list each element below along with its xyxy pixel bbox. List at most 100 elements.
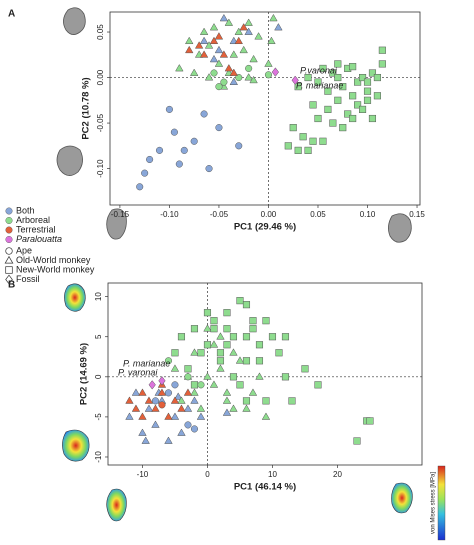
panel-label: A [8, 9, 15, 20]
x-tick-label: 0.00 [261, 210, 277, 219]
point [304, 73, 312, 82]
x-tick-label: 0.15 [409, 210, 425, 219]
point [319, 64, 327, 72]
point [210, 317, 218, 325]
point [224, 63, 234, 72]
point [171, 349, 179, 357]
point [349, 63, 357, 71]
point [131, 388, 141, 396]
point [354, 78, 362, 86]
point [170, 412, 180, 420]
point [249, 325, 257, 333]
point [239, 45, 248, 54]
point [349, 92, 357, 100]
point [214, 59, 224, 67]
point [215, 124, 223, 132]
point [236, 381, 244, 389]
point [244, 18, 253, 26]
point [304, 146, 312, 154]
legend-swatch [5, 226, 13, 234]
y-tick-label: 0.05 [96, 24, 105, 40]
point [267, 36, 276, 45]
point [223, 341, 231, 349]
point [281, 373, 290, 381]
point [203, 324, 212, 332]
point [158, 376, 166, 386]
legend-label: Paralouatta [16, 234, 62, 244]
point [242, 301, 251, 309]
point [359, 73, 367, 82]
point [269, 13, 278, 22]
point [190, 381, 199, 389]
point [294, 83, 302, 91]
point [223, 325, 231, 333]
point [197, 381, 205, 389]
point [373, 73, 381, 82]
point [271, 67, 280, 77]
point [171, 381, 179, 389]
point [204, 73, 214, 81]
point [234, 27, 243, 35]
point [255, 341, 264, 349]
point [184, 421, 192, 429]
y-tick-label: -5 [94, 413, 103, 421]
point [294, 146, 302, 154]
point [223, 309, 231, 317]
point [329, 69, 337, 77]
x-tick-label: 10 [268, 470, 277, 479]
legend-swatch [5, 207, 13, 215]
point [255, 372, 264, 380]
point [209, 380, 219, 388]
point [204, 41, 214, 49]
point [288, 397, 296, 405]
point [185, 36, 194, 45]
point [190, 388, 199, 396]
point [366, 417, 374, 425]
point [158, 401, 166, 409]
point [274, 23, 283, 31]
y-axis-label: PC2 (14.69 %) [79, 343, 90, 405]
point [281, 333, 290, 341]
point [359, 105, 367, 113]
legend-label: Arboreal [16, 215, 50, 225]
point [209, 36, 219, 45]
point [353, 437, 361, 445]
point [214, 32, 224, 40]
point [339, 83, 347, 91]
point [199, 36, 209, 45]
point [378, 60, 386, 68]
point [165, 105, 173, 113]
legend-label: Fossil [16, 274, 40, 284]
point [138, 412, 147, 420]
point [220, 78, 228, 86]
point [229, 333, 238, 341]
legend-label: Both [16, 205, 35, 215]
point [329, 119, 337, 127]
point [183, 388, 193, 396]
point [275, 349, 283, 357]
point [334, 73, 342, 82]
legend-label: Terrestrial [16, 224, 56, 234]
annotation: P. marianae [123, 358, 170, 368]
point [177, 428, 186, 436]
point [219, 50, 229, 58]
point [190, 396, 199, 404]
point [235, 356, 245, 364]
point [164, 357, 173, 365]
point [175, 160, 183, 168]
point [242, 333, 251, 341]
point [180, 146, 188, 154]
point [194, 41, 204, 49]
y-tick-label: -10 [94, 451, 103, 463]
point [284, 142, 292, 150]
point [254, 32, 263, 40]
point [196, 412, 206, 420]
point [164, 389, 173, 397]
point [229, 50, 239, 58]
point [262, 397, 270, 405]
annotation: P. marianae [296, 80, 343, 90]
point [224, 18, 234, 26]
point [155, 146, 164, 154]
point [334, 60, 342, 68]
x-tick-label: -10 [137, 470, 149, 479]
